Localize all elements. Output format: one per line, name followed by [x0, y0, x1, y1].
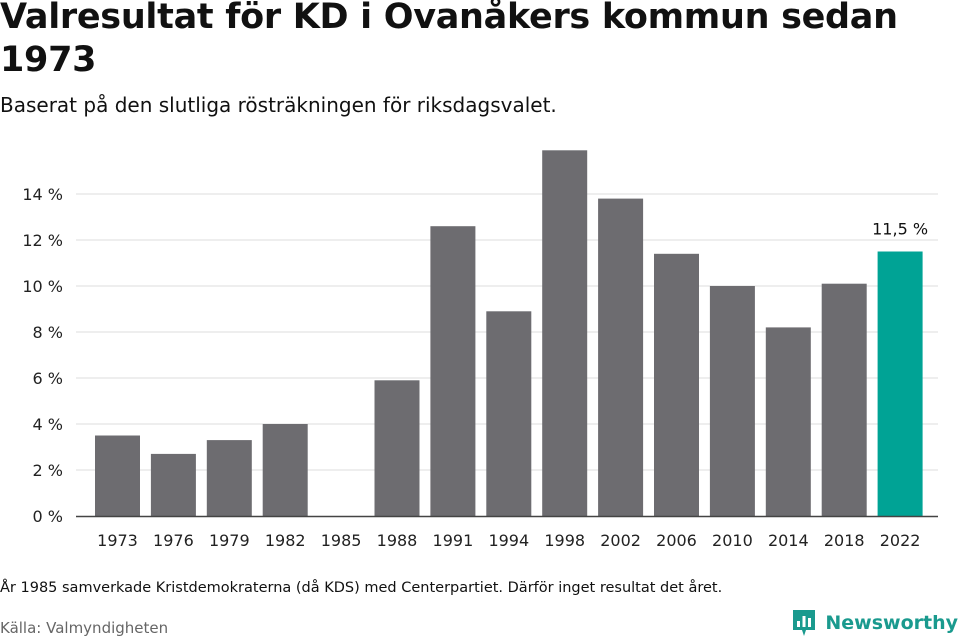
- y-tick-label: 12 %: [22, 231, 63, 250]
- y-tick-label: 2 %: [33, 461, 63, 480]
- x-tick-label: 1979: [209, 531, 250, 550]
- bar-1994: [486, 311, 532, 516]
- x-tick-label: 1998: [544, 531, 585, 550]
- bar-1988: [374, 380, 420, 516]
- bar-1979: [206, 440, 252, 516]
- y-tick-label: 10 %: [22, 277, 63, 296]
- x-tick-label: 2022: [880, 531, 921, 550]
- x-tick-label: 2010: [712, 531, 753, 550]
- y-axis-labels: 0 % 2 % 4 % 6 % 8 % 10 % 12 % 14 %: [22, 185, 63, 526]
- x-tick-label: 1985: [321, 531, 362, 550]
- bar-2022: [877, 251, 923, 516]
- x-tick-label: 1994: [488, 531, 529, 550]
- newsworthy-logo-icon: [793, 610, 816, 636]
- bar-2006: [654, 253, 699, 517]
- value-label-2022: 11,5 %: [872, 220, 928, 239]
- bar-1991: [430, 226, 476, 516]
- bar-1976: [150, 453, 196, 516]
- source-text: Källa: Valmyndigheten: [0, 619, 169, 637]
- y-tick-label: 0 %: [33, 507, 63, 526]
- bar-2002: [598, 198, 644, 516]
- x-axis-labels: 1973 1976 1979 1982 1985 1988 1991 1994 1998 2002…: [97, 531, 920, 550]
- bar-1982: [262, 424, 308, 516]
- x-tick-label: 1976: [153, 531, 194, 550]
- y-tick-label: 8 %: [33, 323, 63, 342]
- bar-chart: 0 % 2 % 4 % 6 % 8 % 10 % 12 % 14 % 1973 1976 1979…: [22, 150, 938, 550]
- x-tick-label: 2002: [600, 531, 641, 550]
- x-tick-label: 1991: [433, 531, 474, 550]
- y-tick-label: 6 %: [33, 369, 63, 388]
- x-tick-label: 2006: [656, 531, 697, 550]
- x-tick-label: 2014: [768, 531, 809, 550]
- bar-1973: [95, 435, 140, 516]
- bar-2018: [821, 283, 867, 516]
- x-tick-label: 2018: [824, 531, 865, 550]
- bar-2014: [765, 327, 811, 516]
- brand-name: Newsworthy: [825, 612, 958, 634]
- y-tick-label: 14 %: [22, 185, 63, 204]
- x-tick-label: 1973: [97, 531, 138, 550]
- value-labels: 11,5 %: [872, 220, 928, 239]
- bars: [95, 150, 923, 517]
- footnote: År 1985 samverkade Kristdemokraterna (då…: [0, 580, 723, 596]
- y-tick-label: 4 %: [33, 415, 63, 434]
- x-tick-label: 1988: [377, 531, 418, 550]
- bar-1998: [542, 150, 588, 517]
- bar-2010: [709, 286, 755, 516]
- chart-subtitle: Baserat på den slutliga rösträkningen fö…: [0, 93, 557, 117]
- chart-title: Valresultat för KD i Ovanåkers kommun se…: [0, 0, 898, 80]
- x-tick-label: 1982: [265, 531, 306, 550]
- brand-logo: Newsworthy: [791, 608, 958, 638]
